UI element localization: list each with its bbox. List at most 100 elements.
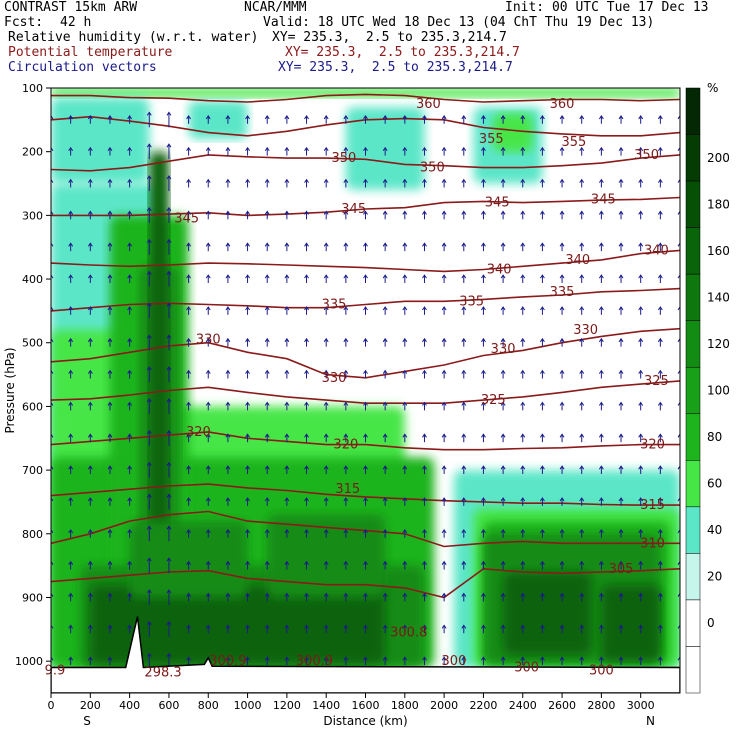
vector-arrow [343,465,349,475]
vector-arrow [579,337,585,347]
vector-arrow [461,369,467,379]
vector-arrow [51,656,54,666]
vector-arrow [441,337,447,347]
vector-arrow [225,592,231,602]
vector-arrow [657,560,663,570]
vector-arrow [598,369,604,379]
vector-arrow [579,560,585,570]
vector-arrow [51,528,54,538]
vector-arrow [520,369,526,379]
theta-label: 315 [640,498,665,513]
vector-arrow [205,369,211,379]
vector-arrow [107,306,113,315]
vector-arrow [68,369,74,379]
vector-arrow [422,656,427,666]
theta-contour-360 [51,93,680,103]
vector-arrow [264,115,270,124]
vector-arrow [186,560,192,570]
vector-arrow [127,337,133,347]
vector-arrow [461,624,467,634]
vector-arrow [166,175,172,192]
vector-arrow [461,146,467,156]
vector-arrow [68,560,74,570]
vector-arrow [51,624,54,634]
vector-arrow [638,656,644,666]
vector-arrow [245,369,250,379]
vector-arrow [500,528,506,538]
vector-arrow [87,656,93,666]
vector-arrow [441,369,447,379]
y-tick-label: 200 [22,146,43,159]
vector-arrow [205,592,211,602]
vector-arrow [205,528,211,538]
vector-arrow [323,274,329,283]
x-tick-label: 1200 [273,699,301,712]
theta-contour-345 [51,196,680,217]
vector-arrow [481,306,486,315]
vector-arrow [638,242,644,252]
vector-arrow [51,115,54,124]
vector-arrow [382,306,388,315]
vector-arrow [186,528,192,538]
vector-arrow [343,592,349,602]
vector-arrow [87,146,93,156]
vector-arrow [598,274,604,283]
vector-arrow [323,497,329,506]
vector-arrow [225,656,231,666]
vector-arrow [618,274,624,283]
vector-arrow [657,210,663,220]
vector-arrow [205,306,211,315]
vector-arrow [638,624,644,634]
vector-arrow [264,497,270,506]
theta-label: 345 [174,212,199,227]
vector-arrow [539,369,545,379]
vector-arrow [225,337,231,347]
init-time: Init: 00 UTC Tue 17 Dec 13 [505,0,709,15]
vector-arrow [402,306,408,315]
vector-arrow [146,111,152,128]
vector-arrow [146,620,152,637]
vector-arrow [677,337,680,347]
vector-arrow [205,274,211,283]
vector-arrow [638,560,644,570]
vector-arrow [304,242,309,252]
y-tick-label: 400 [22,273,43,286]
vector-arrow [461,592,467,602]
vector-arrow [382,146,388,156]
vector-arrow [186,656,192,666]
theta-label: 330 [573,323,598,338]
vector-arrow [127,306,133,315]
colorbar-label: 0 [707,616,715,630]
vector-arrow [284,465,290,475]
vector-arrow [323,465,329,475]
vector-arrow [127,401,133,411]
x-tick-label: 2600 [548,699,576,712]
vector-arrow [500,656,506,666]
colorbar-label: 200 [707,151,730,165]
vector-arrow [186,210,192,220]
vector-arrow [461,528,467,538]
theta-label: 300 [442,654,467,669]
vector-arrow [559,306,565,315]
field2-xy: XY= 235.3, 2.5 to 235.3,214.7 [285,45,520,60]
vector-arrow [146,461,152,478]
vector-arrow [343,274,349,283]
vector-arrow [87,592,93,602]
vector-arrow [205,560,211,570]
vector-arrow [402,210,408,220]
vector-arrow [539,337,545,347]
vector-arrow [520,433,526,443]
vector-arrow [264,210,270,220]
vector-arrow [520,210,526,220]
vector-arrow [559,497,565,506]
colorbar-swatch [685,553,701,601]
vector-arrow [481,624,486,634]
vector-arrow [539,210,545,220]
vector-arrow [598,178,604,188]
vector-arrow [343,528,349,538]
vector-arrow [677,592,680,602]
vector-arrow [68,401,74,411]
vector-arrow [657,401,663,411]
vector-arrow [618,306,624,315]
vector-arrow [441,465,447,475]
